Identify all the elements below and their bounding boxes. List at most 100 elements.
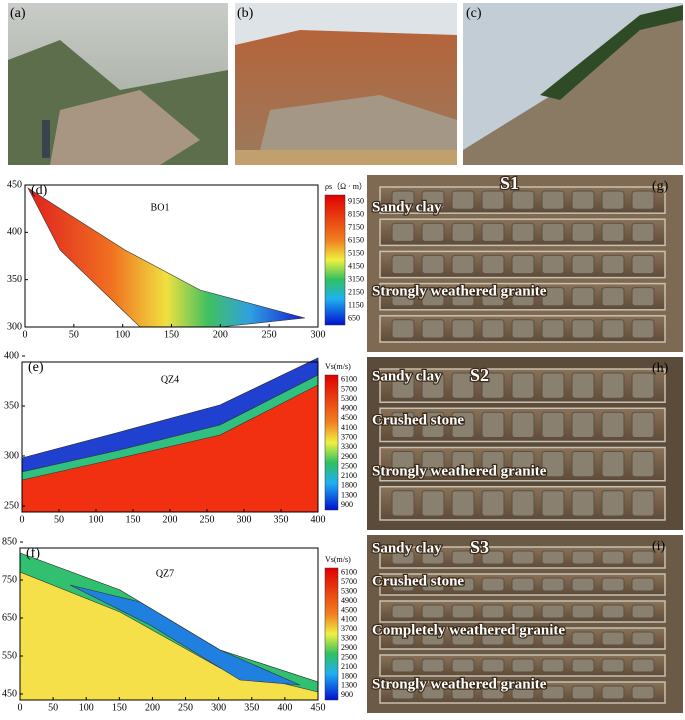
core-sample — [541, 254, 565, 275]
colorbar-label: 900 — [341, 690, 353, 699]
y-tick-label: 650 — [2, 612, 17, 623]
core-sample — [481, 451, 505, 478]
x-tick-label: 0 — [23, 329, 28, 340]
core-sample — [451, 451, 475, 478]
core-sample — [421, 577, 445, 592]
y-tick-label: 750 — [2, 574, 17, 585]
core-sample — [391, 411, 415, 438]
core-sample — [601, 658, 625, 673]
colorbar-label: 5300 — [341, 586, 357, 595]
core-sample — [571, 222, 595, 242]
colorbar-label: 3300 — [341, 634, 357, 643]
colorbar-label: 1150 — [348, 300, 364, 309]
x-tick-label: 300 — [211, 702, 226, 713]
core-sample — [391, 190, 415, 210]
panel-label: (e) — [28, 360, 44, 375]
core-sample — [631, 685, 655, 700]
colorbar-label: 4100 — [341, 423, 357, 432]
core-sample — [421, 254, 445, 275]
core-sample — [601, 451, 625, 478]
core-sample — [571, 604, 595, 619]
colorbar-label: 6150 — [348, 235, 364, 244]
x-tick-label: 250 — [178, 702, 193, 713]
core-sample — [601, 550, 625, 565]
y-tick-label: 250 — [4, 500, 19, 511]
core-sample — [421, 604, 445, 619]
core-sample — [541, 685, 565, 700]
core-sample — [391, 319, 415, 339]
layer-label: Strongly weathered granite — [372, 463, 547, 479]
core-sample — [571, 254, 595, 275]
core-sample — [631, 372, 655, 399]
x-tick-label: 300 — [237, 514, 252, 525]
panel-label: (d) — [31, 183, 48, 198]
colorbar-label: 7150 — [348, 222, 364, 231]
colorbar-label: 900 — [341, 500, 353, 509]
core-sample — [511, 451, 535, 478]
colorbar-label: 4900 — [341, 404, 357, 413]
core-sample — [631, 577, 655, 592]
core-sample — [631, 254, 655, 275]
colorbar-label: 4900 — [341, 596, 357, 605]
colorbar-label: 5700 — [341, 384, 357, 393]
core-sample — [391, 631, 415, 646]
core-sample — [541, 658, 565, 673]
core-sample — [631, 658, 655, 673]
core-sample — [541, 577, 565, 592]
core-sample — [601, 254, 625, 275]
x-tick-label: 200 — [163, 514, 178, 525]
y-tick-label: 400 — [4, 350, 19, 361]
colorbar-label: 5300 — [341, 394, 357, 403]
y-tick-label: 450 — [7, 179, 22, 190]
colorbar — [324, 374, 339, 511]
colorbar-label: 8150 — [348, 209, 364, 218]
borehole-label: S1 — [500, 173, 519, 193]
core-sample — [601, 411, 625, 438]
core-sample — [601, 319, 625, 339]
core-sample — [481, 222, 505, 242]
profile-title: QZ4 — [161, 374, 179, 385]
core-sample — [421, 372, 445, 399]
core-sample — [481, 658, 505, 673]
core-sample — [451, 190, 475, 210]
core-sample — [571, 685, 595, 700]
core-sample — [511, 631, 535, 646]
x-tick-label: 200 — [145, 702, 160, 713]
core-sample — [421, 685, 445, 700]
y-tick-label: 450 — [2, 688, 17, 699]
colorbar-label: 3700 — [341, 433, 357, 442]
borehole-label: S2 — [470, 365, 489, 385]
plot-frame — [19, 547, 319, 701]
x-tick-label: 400 — [311, 514, 326, 525]
y-tick-label: 350 — [4, 400, 19, 411]
colorbar-label: 4150 — [348, 261, 364, 270]
core-sample — [451, 658, 475, 673]
y-tick-label: 300 — [4, 450, 19, 461]
x-tick-label: 50 — [54, 514, 64, 525]
core-sample — [571, 319, 595, 339]
core-sample — [511, 604, 535, 619]
x-tick-label: 100 — [115, 329, 130, 340]
colorbar-label: 3150 — [348, 274, 364, 283]
core-sample — [451, 222, 475, 242]
x-tick-label: 0 — [18, 702, 23, 713]
layer-label: Strongly weathered granite — [372, 283, 547, 299]
core-sample — [631, 631, 655, 646]
colorbar-label: 2100 — [341, 471, 357, 480]
y-tick-label: 300 — [7, 321, 22, 332]
core-sample — [571, 372, 595, 399]
core-sample — [451, 490, 475, 517]
core-sample — [631, 550, 655, 565]
core-sample — [421, 411, 445, 438]
x-tick-label: 50 — [48, 702, 58, 713]
core-sample — [571, 550, 595, 565]
colorbar-label: 2150 — [348, 287, 364, 296]
core-sample — [631, 411, 655, 438]
core-sample — [421, 319, 445, 339]
colorbar-label: 1300 — [341, 681, 357, 690]
y-tick-label: 350 — [7, 274, 22, 285]
x-tick-label: 350 — [244, 702, 259, 713]
core-sample — [511, 372, 535, 399]
x-tick-label: 400 — [277, 702, 292, 713]
